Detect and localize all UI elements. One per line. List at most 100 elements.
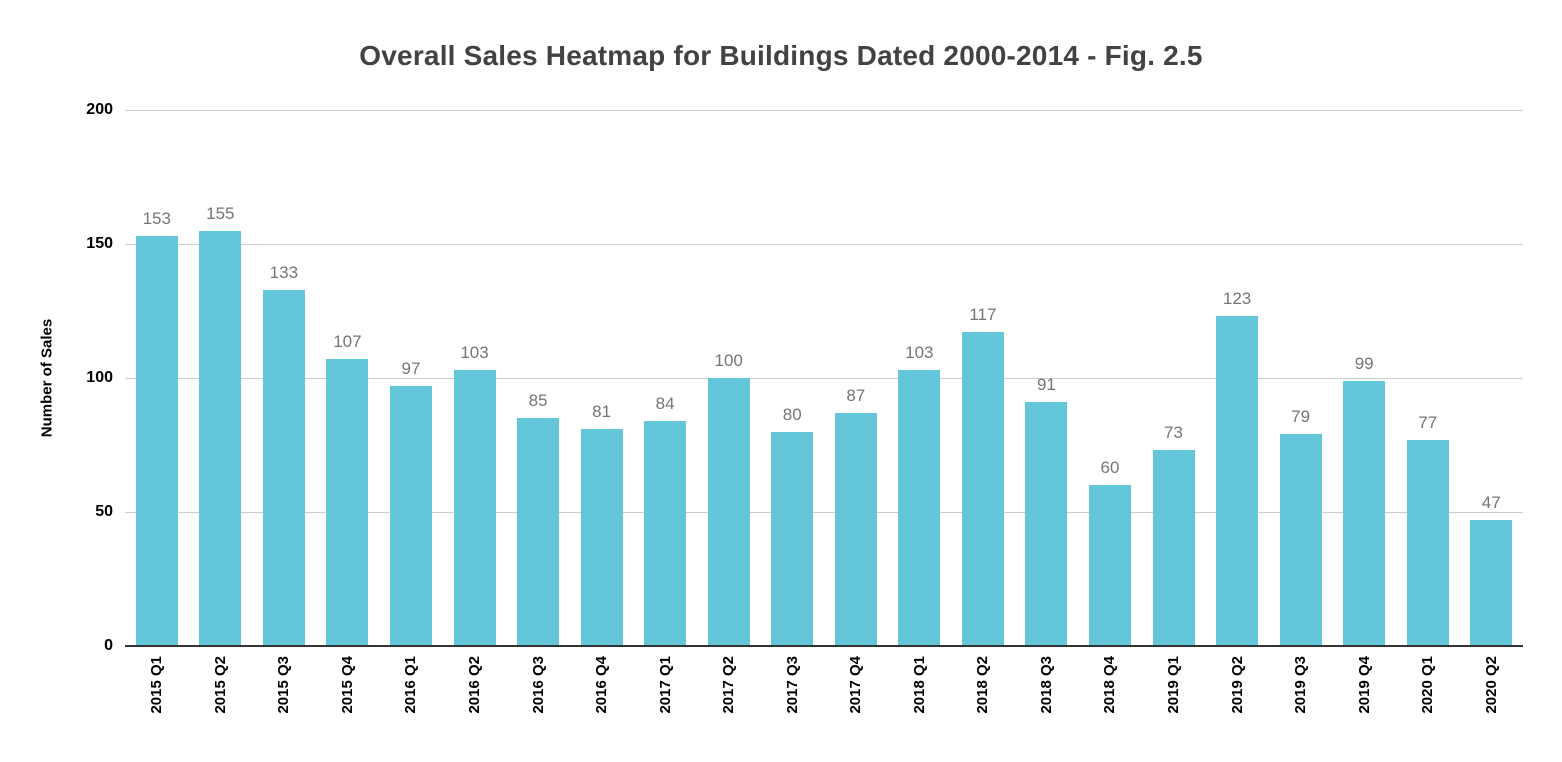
- bar: [135, 235, 178, 646]
- x-axis-tick: 2016 Q3: [506, 656, 570, 762]
- x-axis-tick: 2015 Q3: [252, 656, 316, 762]
- plot-area: 0 50 100 150 200 153 155 133 107 97 103 85 81 84 100 80…: [86, 101, 1523, 654]
- x-axis-tick-label: 2019 Q3: [1292, 656, 1310, 714]
- bar-series: 153 155 133 107 97 103 85 81 84 100 80 87 103 117 91 60…: [125, 110, 1523, 646]
- bar: [898, 369, 941, 646]
- bar: [199, 230, 242, 646]
- bar-value-label: 80: [782, 404, 802, 424]
- x-axis-tick: 2016 Q4: [570, 656, 634, 762]
- bar-value-label: 155: [206, 203, 235, 223]
- bar: [1470, 520, 1513, 646]
- x-axis-tick: 2018 Q1: [888, 656, 952, 762]
- y-axis-tick-label: 50: [95, 503, 113, 520]
- bar-value-label: 60: [1100, 458, 1120, 478]
- x-axis-tick: 2018 Q2: [951, 656, 1015, 762]
- bar: [1279, 434, 1322, 646]
- bar-value-label: 91: [1036, 375, 1056, 395]
- x-axis-tick-label: 2017 Q4: [847, 656, 865, 714]
- bar-value-label: 84: [655, 393, 675, 413]
- x-axis-tick: 2015 Q4: [316, 656, 380, 762]
- gridline-150: [125, 244, 1523, 245]
- bar-value-label: 103: [905, 342, 934, 362]
- bar-value-label: 117: [969, 305, 997, 325]
- y-axis-tick-label: 0: [104, 637, 113, 654]
- x-axis-tick-label: 2015 Q4: [338, 656, 356, 714]
- bar: [389, 386, 432, 646]
- bar: [1343, 380, 1386, 646]
- bar: [771, 431, 814, 646]
- x-axis-tick-label: 2019 Q2: [1228, 656, 1246, 714]
- y-axis-tick-label: 200: [86, 101, 113, 118]
- bar-value-label: 123: [1222, 289, 1252, 309]
- bar: [326, 359, 369, 646]
- y-axis-title: Number of Sales: [38, 318, 56, 438]
- x-axis-tick-label: 2018 Q3: [1037, 656, 1055, 714]
- bar-value-label: 79: [1291, 407, 1311, 427]
- x-axis-tick: 2018 Q3: [1015, 656, 1079, 762]
- x-axis-tick: 2015 Q1: [125, 656, 189, 762]
- bar-group-2016-q2: 103: [443, 110, 507, 646]
- bar: [580, 428, 623, 646]
- bar: [1216, 316, 1259, 646]
- x-axis-baseline: [125, 645, 1523, 647]
- x-axis-tick: 2019 Q4: [1332, 656, 1396, 762]
- x-axis-tick: 2019 Q3: [1269, 656, 1333, 762]
- x-axis-tick-label: 2018 Q1: [910, 656, 928, 714]
- x-axis-tick: 2020 Q1: [1396, 656, 1460, 762]
- x-axis-tick-label: 2017 Q3: [783, 656, 801, 714]
- x-axis-tick: 2019 Q2: [1205, 656, 1269, 762]
- x-axis-tick: 2016 Q2: [443, 656, 507, 762]
- x-axis-tick: 2018 Q4: [1078, 656, 1142, 762]
- bar: [834, 412, 877, 646]
- bar-value-label: 100: [714, 351, 743, 370]
- bar-group-2016-q4: 81: [570, 110, 634, 646]
- bar-value-label: 85: [528, 391, 548, 411]
- bar: [1406, 439, 1449, 646]
- bar: [707, 378, 750, 646]
- x-axis-tick: 2017 Q1: [633, 656, 697, 762]
- bar-group-2015-q4: 107: [316, 110, 380, 646]
- x-axis-tick-label: 2018 Q2: [974, 656, 992, 714]
- x-axis-tick: 2020 Q2: [1459, 656, 1523, 762]
- chart-title: Overall Sales Heatmap for Buildings Date…: [359, 40, 1203, 71]
- x-axis-labels: 2015 Q1 2015 Q2 2015 Q3 2015 Q4 2016 Q1 2016 …: [125, 656, 1523, 762]
- x-axis-tick-label: 2017 Q2: [720, 656, 738, 714]
- x-axis-tick-label: 2018 Q4: [1101, 656, 1119, 714]
- bar-group-2019-q1: 73: [1142, 110, 1206, 646]
- bar-group-2016-q1: 97: [379, 110, 443, 646]
- y-axis-tick-label: 100: [86, 369, 113, 386]
- x-axis-tick: 2017 Q3: [760, 656, 824, 762]
- x-axis-tick-label: 2020 Q1: [1419, 656, 1437, 714]
- x-axis-tick: 2016 Q1: [379, 656, 443, 762]
- bar-group-2015-q1: 153: [125, 110, 189, 646]
- gridline-100: [125, 378, 1523, 379]
- bar: [961, 332, 1004, 646]
- bar-value-label: 153: [142, 208, 171, 228]
- bar-group-2015-q3: 133: [252, 110, 316, 646]
- y-axis-tick-label: 150: [86, 235, 113, 252]
- x-axis-tick-label: 2015 Q3: [275, 656, 293, 714]
- bar-group-2018-q3: 91: [1015, 110, 1079, 646]
- bar-value-label: 87: [846, 385, 866, 405]
- bar-group-2018-q2: 117: [951, 110, 1015, 646]
- bar-value-label: 107: [333, 332, 362, 352]
- bar-value-label: 73: [1164, 423, 1183, 443]
- bar-group-2017-q4: 87: [824, 110, 888, 646]
- bar-value-label: 133: [269, 262, 299, 282]
- bar: [1152, 450, 1195, 646]
- gridline-200: [125, 110, 1523, 111]
- bar-group-2019-q4: 99: [1332, 110, 1396, 646]
- bar-value-label: 47: [1481, 493, 1501, 513]
- bar: [1088, 485, 1131, 646]
- bar-value-label: 77: [1418, 412, 1438, 432]
- bar: [1025, 402, 1068, 646]
- x-axis-tick: 2017 Q4: [824, 656, 888, 762]
- bar-group-2020-q1: 77: [1396, 110, 1460, 646]
- x-axis-tick: 2017 Q2: [697, 656, 761, 762]
- x-axis-tick-label: 2016 Q4: [593, 656, 611, 714]
- x-axis-tick-label: 2015 Q1: [148, 656, 166, 714]
- x-axis-tick-label: 2015 Q2: [211, 656, 229, 714]
- x-axis-tick-label: 2020 Q2: [1482, 656, 1500, 714]
- x-axis-tick: 2019 Q1: [1142, 656, 1206, 762]
